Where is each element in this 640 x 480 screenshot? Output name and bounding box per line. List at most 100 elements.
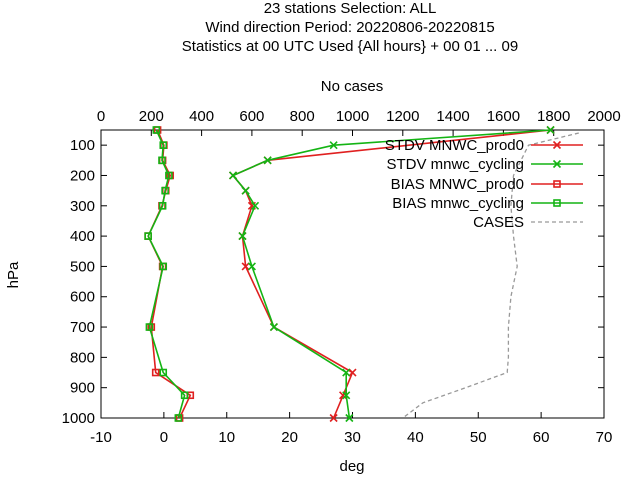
data-point-stroke xyxy=(228,171,238,180)
data-point xyxy=(158,156,166,165)
data-point xyxy=(152,126,161,134)
data-point-stroke xyxy=(263,156,272,165)
series-layer xyxy=(144,125,579,423)
data-point xyxy=(241,186,250,195)
data-point-stroke xyxy=(238,232,247,241)
plot-frame xyxy=(100,129,605,419)
x2-tick-label: 0 xyxy=(97,108,105,125)
x-tick-label: 70 xyxy=(596,429,613,446)
data-point-stroke xyxy=(552,159,562,169)
data-point xyxy=(241,262,250,271)
data-point xyxy=(553,199,561,207)
x-tick-label: 30 xyxy=(344,429,361,446)
x-tick-label: 0 xyxy=(160,429,168,446)
data-point xyxy=(159,368,168,377)
data-point xyxy=(238,232,247,241)
data-point-stroke xyxy=(247,262,256,271)
data-point xyxy=(228,171,238,180)
x2-tick-label: 1400 xyxy=(436,108,469,125)
x-tick-label: 10 xyxy=(218,429,235,446)
data-point-stroke xyxy=(345,413,354,423)
series-line xyxy=(402,132,579,419)
data-point-stroke xyxy=(241,262,250,271)
x-tick-label: 40 xyxy=(407,429,424,446)
data-point xyxy=(165,171,173,180)
x2-tick-label: 1600 xyxy=(487,108,520,125)
data-point xyxy=(553,180,561,188)
x-axis-label: deg xyxy=(339,458,364,475)
x-tick-label: 20 xyxy=(281,429,298,446)
axis-ticks: -10 0 10 20 30 40 50 60 700 200 400 600 800 1000 1200 1… xyxy=(62,108,621,446)
x2-tick-label: 800 xyxy=(290,108,315,125)
x-tick-label: 50 xyxy=(470,429,487,446)
y-tick-label: 600 xyxy=(70,289,95,306)
series-line xyxy=(231,129,551,419)
series-bias-mnwc-cycling xyxy=(144,126,189,422)
data-point-stroke xyxy=(269,322,278,332)
data-point-stroke xyxy=(250,201,260,210)
data-point xyxy=(552,159,562,169)
series-line xyxy=(231,129,551,419)
legend-entry: CASES xyxy=(473,214,583,231)
data-point xyxy=(329,413,338,423)
data-point xyxy=(159,141,168,149)
x2-tick-label: 1000 xyxy=(336,108,369,125)
legend-label: BIAS mnwc_cycling xyxy=(392,195,524,212)
legend-label: STDV mnwc_cycling xyxy=(386,156,524,173)
y-tick-label: 500 xyxy=(70,258,95,275)
legend-label: CASES xyxy=(473,214,524,231)
data-point-stroke xyxy=(348,368,357,377)
y-tick-label: 900 xyxy=(70,380,95,397)
y-axis-label: hPa xyxy=(5,261,22,288)
data-point xyxy=(158,201,167,210)
data-point-stroke xyxy=(329,413,338,423)
legend-entry: BIAS MNWC_prod0 xyxy=(391,176,583,193)
legend-label: BIAS MNWC_prod0 xyxy=(391,176,524,193)
x2-tick-label: 200 xyxy=(139,108,164,125)
legend-entry: STDV mnwc_cycling xyxy=(386,156,583,173)
data-point xyxy=(342,391,351,400)
data-point xyxy=(345,413,354,423)
x2-tick-label: 2000 xyxy=(587,108,620,125)
title-line-1: 23 stations Selection: ALL xyxy=(264,0,437,17)
title-line-3: Statistics at 00 UTC Used {All hours} + … xyxy=(182,38,518,55)
y-tick-label: 1000 xyxy=(62,410,95,427)
data-point-stroke xyxy=(546,125,555,135)
series-bias-mnwc-prod0 xyxy=(144,126,195,422)
y-tick-label: 300 xyxy=(70,198,95,215)
data-point xyxy=(269,322,278,332)
x-tick-label: 60 xyxy=(533,429,550,446)
data-point xyxy=(329,141,338,150)
data-point-stroke xyxy=(241,186,250,195)
data-point-stroke xyxy=(329,141,338,150)
data-point xyxy=(546,125,555,135)
y-tick-label: 400 xyxy=(70,228,95,245)
data-point xyxy=(247,262,256,271)
data-point xyxy=(144,232,152,240)
legend-entry: STDV MNWC_prod0 xyxy=(385,137,583,154)
x2-tick-label: 600 xyxy=(239,108,264,125)
data-point xyxy=(174,414,183,422)
data-point xyxy=(552,140,562,150)
data-point-stroke xyxy=(342,368,351,377)
x2-tick-label: 1200 xyxy=(386,108,419,125)
data-point xyxy=(161,186,169,195)
data-point xyxy=(348,368,357,377)
data-point xyxy=(263,156,272,165)
x2-axis-label: No cases xyxy=(321,78,384,95)
title-line-2: Wind direction Period: 20220806-20220815 xyxy=(205,19,494,36)
data-point xyxy=(159,262,168,271)
data-point-stroke xyxy=(552,140,562,150)
legend-entry: BIAS mnwc_cycling xyxy=(392,195,583,212)
data-point xyxy=(342,368,351,377)
data-point xyxy=(151,368,160,377)
series-stdv-mnwc-cycling xyxy=(228,125,555,423)
data-point xyxy=(250,201,260,210)
y-tick-label: 100 xyxy=(70,137,95,154)
x2-tick-label: 400 xyxy=(189,108,214,125)
y-tick-label: 700 xyxy=(70,319,95,336)
x-tick-label: -10 xyxy=(90,429,112,446)
legend: STDV MNWC_prod0 STDV mnwc_cycling BIAS MNW… xyxy=(385,137,583,231)
y-tick-label: 800 xyxy=(70,349,95,366)
